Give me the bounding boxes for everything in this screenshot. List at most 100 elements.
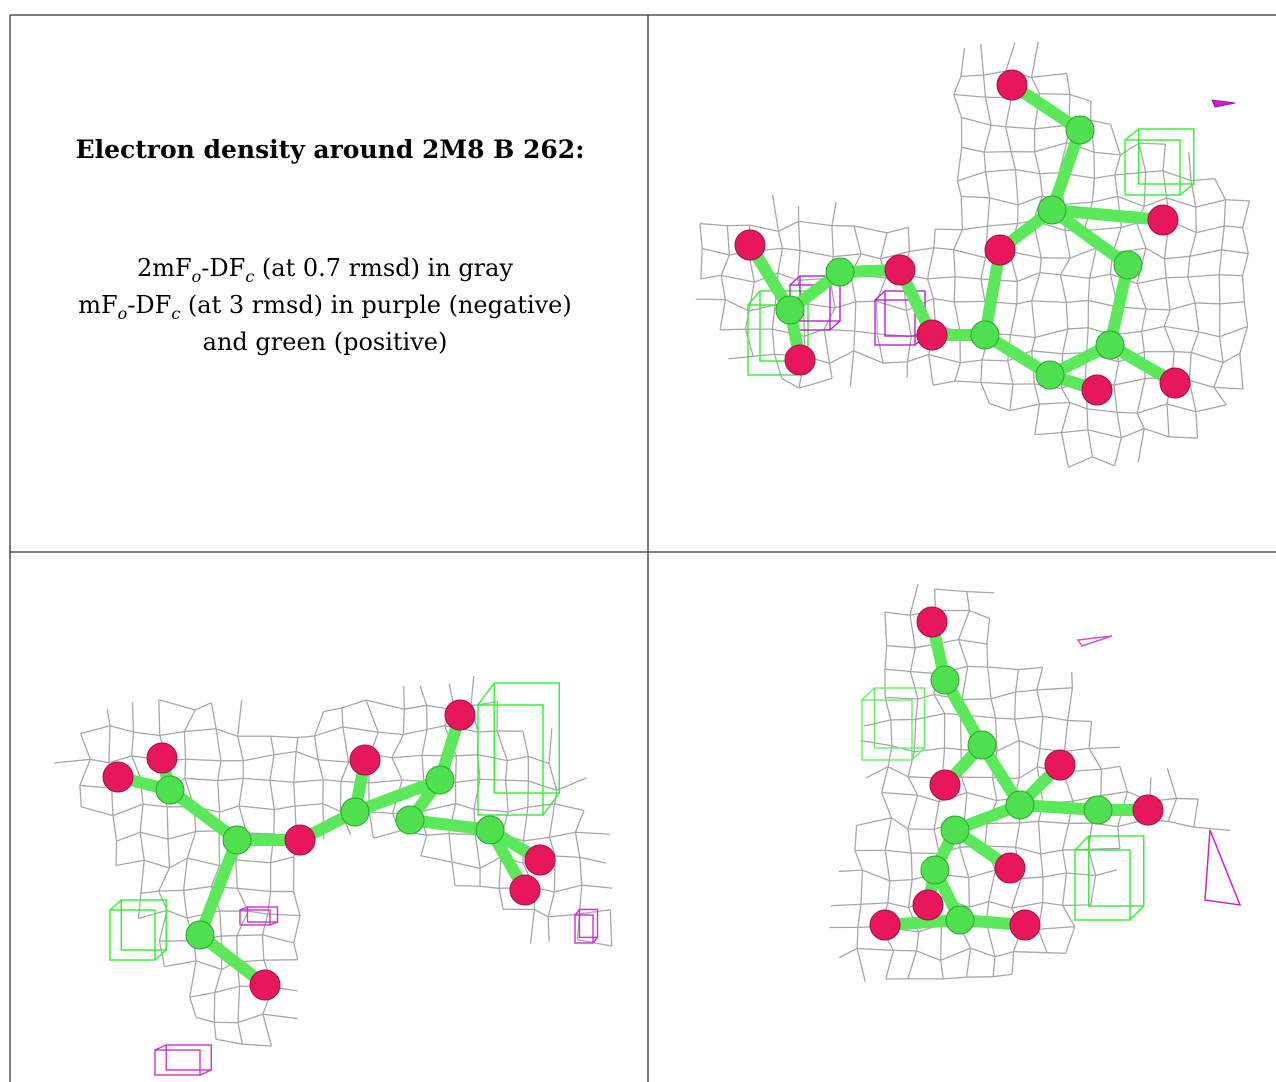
mesh-line — [1087, 328, 1089, 353]
mesh-line — [1062, 430, 1088, 433]
mesh-line — [989, 902, 1012, 908]
mesh-line — [215, 969, 222, 992]
mesh-line — [824, 329, 829, 363]
mesh-line — [1064, 748, 1089, 751]
mesh-line — [1015, 719, 1020, 740]
mesh-line — [341, 762, 349, 781]
mesh-line — [1114, 385, 1117, 412]
mesh-line — [1010, 335, 1035, 338]
mesh-line — [861, 254, 880, 259]
mesh-line — [1063, 905, 1091, 906]
mesh-line — [294, 782, 295, 806]
mesh-line — [474, 779, 480, 809]
mesh-line — [985, 97, 991, 125]
mesh-line — [782, 378, 799, 388]
mesh-line — [548, 917, 549, 942]
mesh-line — [1041, 854, 1043, 877]
mesh-line — [239, 778, 243, 805]
cage — [1130, 906, 1144, 920]
mesh-line — [727, 226, 729, 255]
cage — [494, 683, 559, 793]
mesh-line — [1188, 275, 1219, 277]
mesh-line — [934, 802, 939, 830]
difference-density — [1205, 830, 1240, 905]
mesh-line — [861, 903, 888, 904]
mesh-line — [728, 356, 753, 359]
mesh-line — [945, 748, 962, 750]
mesh-line — [184, 890, 187, 918]
mesh-line — [1090, 248, 1097, 278]
mesh-line — [1226, 200, 1250, 201]
mesh-line — [1010, 384, 1013, 411]
mesh-line — [991, 699, 996, 718]
mesh-line — [1196, 405, 1226, 412]
mesh-line — [1244, 302, 1247, 327]
atom — [1082, 375, 1112, 405]
mesh-line — [187, 858, 219, 865]
mesh-line — [1034, 384, 1039, 404]
mesh-line — [1118, 196, 1144, 206]
mesh-line — [721, 275, 725, 299]
mesh-line — [271, 736, 298, 737]
mesh-line — [911, 853, 912, 880]
mesh-line — [1214, 387, 1243, 389]
mesh-line — [1146, 171, 1163, 172]
mesh-line — [1170, 303, 1195, 310]
mesh-line — [263, 1014, 272, 1046]
mesh-line — [934, 248, 954, 250]
mesh-line — [882, 767, 888, 793]
mesh-line — [1115, 438, 1122, 466]
text-run: 2mF — [137, 254, 192, 282]
mesh-line — [891, 818, 907, 829]
mesh-line — [888, 746, 892, 767]
mesh-line — [1243, 276, 1245, 302]
mesh-line — [422, 755, 424, 781]
atom — [941, 816, 969, 844]
mesh-line — [296, 752, 318, 760]
mesh-line — [1220, 326, 1248, 336]
mesh-line — [1038, 821, 1068, 823]
mesh-line — [993, 957, 995, 977]
cage — [748, 291, 760, 305]
mesh-line — [323, 804, 341, 812]
mesh-line — [1189, 380, 1214, 387]
mesh-line — [342, 708, 343, 727]
mesh-line — [107, 709, 110, 725]
mesh-line — [471, 676, 474, 706]
mesh-line — [1115, 155, 1121, 175]
mesh-line — [1010, 404, 1039, 411]
mesh-line — [141, 860, 144, 893]
mesh-line — [159, 700, 195, 710]
mesh-line — [1017, 273, 1040, 282]
mesh-line — [1169, 437, 1198, 438]
mesh-line — [523, 807, 527, 841]
mesh-line — [961, 196, 962, 229]
mesh-line — [1166, 277, 1188, 278]
mesh-line — [263, 1014, 298, 1018]
mesh-line — [928, 277, 956, 279]
mesh-line — [984, 75, 986, 97]
difference-density — [1078, 636, 1112, 646]
mesh-line — [883, 362, 907, 363]
mesh-line — [855, 302, 856, 331]
mesh-line — [1035, 329, 1068, 338]
mesh-line — [1222, 226, 1225, 250]
atom — [931, 666, 959, 694]
atom — [1114, 251, 1142, 279]
mesh-line — [1118, 827, 1120, 849]
cage — [1139, 129, 1194, 184]
mesh-line — [1168, 821, 1194, 827]
mesh-line — [981, 360, 982, 382]
atom — [223, 826, 251, 854]
mesh-line — [575, 832, 609, 834]
mesh-line — [1011, 152, 1015, 170]
mesh-line — [90, 759, 109, 762]
mesh-line — [1032, 301, 1067, 302]
mesh-line — [246, 833, 273, 834]
mesh-line — [861, 741, 892, 746]
mesh-line — [1018, 196, 1042, 205]
mesh-line — [888, 881, 890, 903]
mesh-line — [164, 961, 196, 967]
mesh-line — [854, 226, 861, 254]
atom — [186, 921, 214, 949]
